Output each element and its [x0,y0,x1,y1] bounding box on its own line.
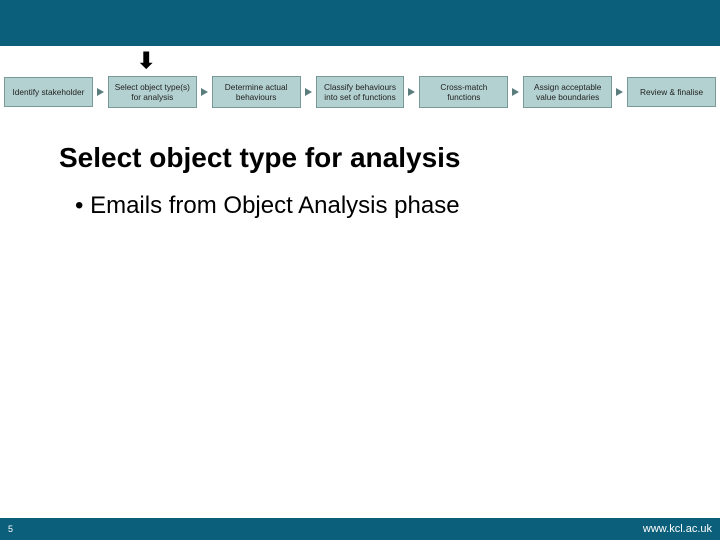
chevron-right-icon [408,88,415,96]
page-title: Select object type for analysis [59,142,461,174]
chevron-right-icon [616,88,623,96]
flow-step-classify-behaviours: Classify behaviours into set of function… [316,76,405,108]
page-number: 5 [8,524,13,534]
flow-step-identify-stakeholder: Identify stakeholder [4,77,93,107]
bullet-item: • Emails from Object Analysis phase [75,192,460,220]
footer-band: 5 www.kcl.ac.uk [0,518,720,540]
footer-site: www.kcl.ac.uk [643,523,712,535]
chevron-right-icon [201,88,208,96]
flow-step-review-finalise: Review & finalise [627,77,716,107]
step-indicator-arrow: ⬇ [137,48,155,74]
chevron-right-icon [97,88,104,96]
chevron-right-icon [512,88,519,96]
process-flow: Identify stakeholder Select object type(… [4,76,716,108]
flow-step-select-object-type: Select object type(s) for analysis [108,76,197,108]
flow-step-cross-match: Cross-match functions [419,76,508,108]
header-band [0,0,720,46]
flow-step-assign-boundaries: Assign acceptable value boundaries [523,76,612,108]
flow-step-determine-behaviours: Determine actual behaviours [212,76,301,108]
chevron-right-icon [305,88,312,96]
